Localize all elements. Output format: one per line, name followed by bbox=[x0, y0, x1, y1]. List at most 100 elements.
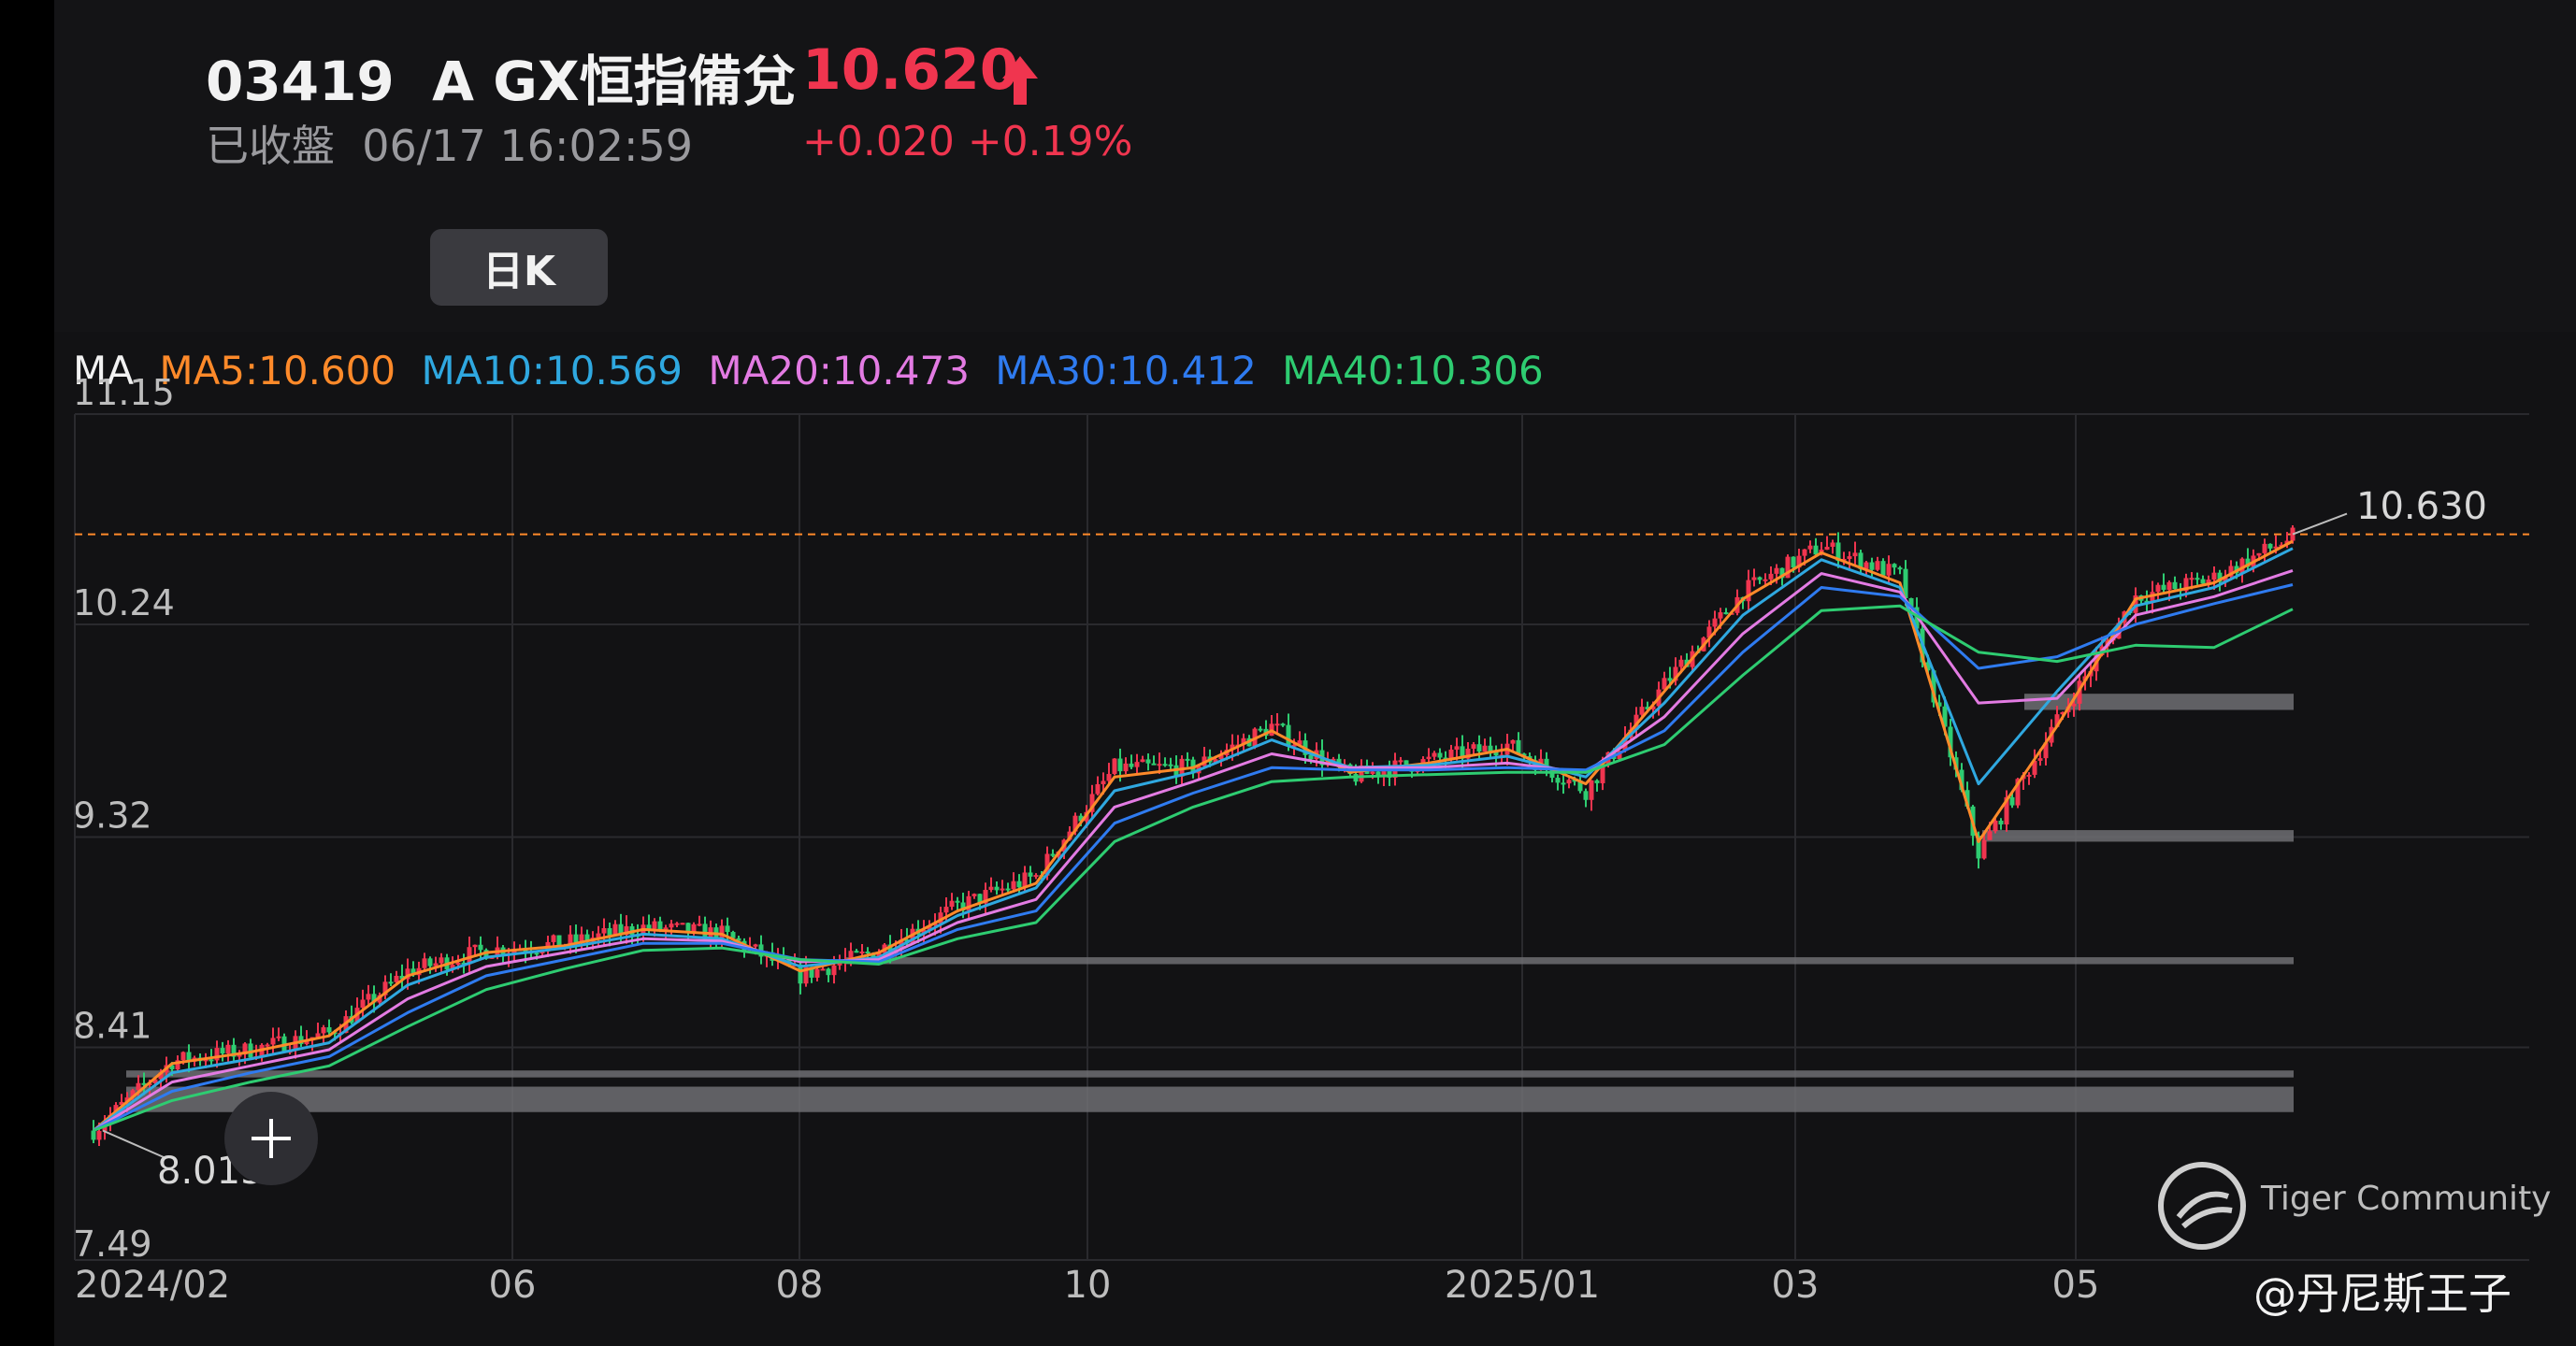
candle-body bbox=[1617, 751, 1622, 760]
candle-body bbox=[977, 894, 983, 904]
last-price: 10.620 bbox=[802, 37, 1019, 103]
candle-body bbox=[371, 994, 377, 1003]
candle-body bbox=[1847, 556, 1852, 559]
candle-body bbox=[1807, 545, 1813, 550]
candle-body bbox=[1981, 839, 1987, 859]
candle-body bbox=[1892, 564, 1897, 568]
ma-line-ma30 bbox=[93, 583, 2294, 1132]
candle-body bbox=[1746, 580, 1751, 602]
candle-body bbox=[2223, 576, 2228, 582]
ma-line-ma5 bbox=[93, 539, 2294, 1132]
candle-body bbox=[366, 994, 371, 1000]
candle-body bbox=[1050, 853, 1056, 856]
candle-body bbox=[1763, 579, 1768, 581]
candle-body bbox=[1583, 791, 1589, 800]
candle-body bbox=[652, 921, 657, 929]
candle-body bbox=[410, 968, 416, 976]
candle-body bbox=[1112, 758, 1117, 775]
candle-body bbox=[1274, 723, 1280, 726]
up-arrow-icon bbox=[1002, 56, 1038, 105]
candle-body bbox=[1476, 744, 1482, 752]
tiger-logo-icon bbox=[2158, 1162, 2246, 1250]
candle-body bbox=[2267, 543, 2273, 549]
candle-body bbox=[887, 944, 893, 953]
candle-body bbox=[1162, 764, 1168, 766]
candle-body bbox=[612, 924, 618, 936]
candle-body bbox=[1577, 780, 1583, 792]
candle-body bbox=[669, 924, 674, 928]
candle-body bbox=[422, 958, 427, 968]
candle-body bbox=[1151, 763, 1157, 766]
candle-body bbox=[136, 1082, 141, 1091]
candle-body bbox=[455, 962, 461, 966]
candle-body bbox=[1095, 783, 1101, 795]
candle-body bbox=[579, 934, 584, 943]
y-tick-label: 7.49 bbox=[73, 1224, 152, 1265]
candle-body bbox=[478, 944, 483, 951]
candle-body bbox=[270, 1038, 276, 1045]
candle-body bbox=[1117, 758, 1123, 772]
candle-body bbox=[130, 1090, 136, 1098]
candle-body bbox=[1959, 769, 1964, 791]
tab-daily-k[interactable]: 日K bbox=[430, 229, 608, 306]
candle-body bbox=[2144, 600, 2150, 603]
candle-body bbox=[1600, 765, 1605, 783]
candle-body bbox=[2211, 572, 2217, 580]
candle-body bbox=[1493, 752, 1499, 756]
candle-body bbox=[1639, 707, 1645, 715]
y-tick-label: 10.24 bbox=[73, 582, 175, 623]
candle-body bbox=[1016, 881, 1022, 888]
candle-body bbox=[2004, 796, 2009, 825]
candle-body bbox=[1886, 564, 1892, 576]
candle-body bbox=[237, 1054, 242, 1057]
candle-body bbox=[405, 968, 410, 980]
candle-body bbox=[180, 1052, 186, 1061]
ma-line-ma10 bbox=[93, 547, 2294, 1132]
candle-body bbox=[1028, 872, 1033, 877]
ma-legend: MA MA5:10.600 MA10:10.569 MA20:10.473 MA… bbox=[73, 348, 1557, 394]
candle-body bbox=[2206, 580, 2211, 584]
candle-body bbox=[2133, 595, 2138, 613]
candle-body bbox=[388, 981, 394, 984]
candle-body bbox=[1218, 755, 1224, 760]
candle-body bbox=[2256, 552, 2262, 556]
candle-body bbox=[736, 938, 741, 941]
candle-body bbox=[2054, 714, 2060, 727]
candle-body bbox=[584, 934, 590, 942]
candle-body bbox=[2239, 558, 2245, 574]
candle-body bbox=[2071, 703, 2077, 707]
candle-body bbox=[1824, 546, 1830, 551]
candle-body bbox=[2183, 578, 2189, 592]
candle-body bbox=[152, 1079, 158, 1084]
candle-body bbox=[2015, 779, 2021, 806]
candle-body bbox=[1516, 739, 1521, 754]
candle-body bbox=[730, 932, 736, 938]
candle-body bbox=[1718, 612, 1723, 619]
candle-body bbox=[1145, 759, 1151, 764]
candle-body bbox=[1779, 567, 1785, 579]
candle-body bbox=[203, 1059, 209, 1062]
candle-body bbox=[809, 967, 814, 978]
candle-body bbox=[994, 886, 1000, 891]
candle-body bbox=[685, 923, 691, 934]
candle-body bbox=[1308, 754, 1314, 760]
candle-body bbox=[1858, 552, 1864, 569]
candle-body bbox=[1044, 853, 1050, 876]
candle-body bbox=[848, 951, 854, 960]
candle-body bbox=[1964, 790, 1970, 807]
support-zone bbox=[846, 957, 2294, 965]
candle-body bbox=[225, 1044, 231, 1054]
candle-body bbox=[298, 1036, 304, 1045]
ma20-legend: MA20:10.473 bbox=[708, 348, 970, 394]
candle-body bbox=[865, 952, 871, 954]
candle-body bbox=[315, 1033, 321, 1038]
candle-body bbox=[1443, 757, 1448, 760]
candle-body bbox=[871, 952, 876, 960]
candle-body bbox=[1426, 756, 1432, 760]
add-drawing-button[interactable] bbox=[224, 1092, 318, 1185]
candle-body bbox=[276, 1036, 281, 1038]
candle-body bbox=[837, 963, 842, 966]
candle-body bbox=[1864, 562, 1869, 569]
candle-body bbox=[326, 1027, 332, 1033]
